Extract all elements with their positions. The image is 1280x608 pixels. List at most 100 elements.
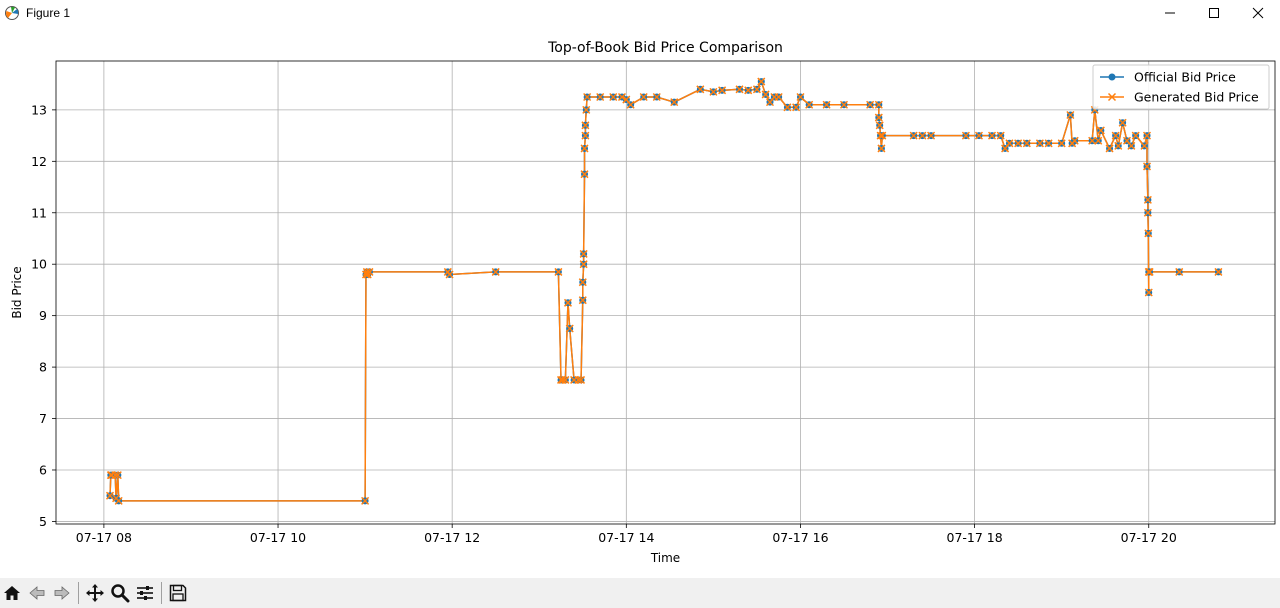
data-point-generated — [718, 86, 727, 95]
data-point-generated — [105, 491, 115, 500]
data-point-generated — [866, 100, 875, 109]
data-point-generated — [581, 121, 590, 130]
data-point-generated — [491, 267, 500, 276]
data-point-generated — [1144, 229, 1153, 238]
data-point-generated — [596, 92, 605, 102]
home-button[interactable] — [0, 581, 24, 605]
x-axis-label: Time — [650, 551, 680, 565]
data-point-generated — [696, 85, 705, 94]
data-point-generated — [561, 375, 570, 384]
data-point-generated — [1035, 139, 1044, 148]
data-point-generated — [1140, 141, 1149, 150]
data-point-generated — [558, 375, 567, 384]
series-lines — [109, 79, 1219, 502]
y-tick-label: 6 — [39, 462, 47, 477]
data-point-generated — [796, 92, 805, 102]
data-point-generated — [974, 131, 983, 140]
forward-icon — [54, 586, 70, 600]
plot-frame — [55, 60, 1276, 525]
data-point-generated — [1111, 131, 1120, 140]
window-titlebar: Figure 1 — [0, 0, 1280, 26]
y-tick-label: 8 — [39, 360, 47, 375]
home-icon — [4, 586, 20, 600]
series-line-official — [109, 79, 1219, 502]
back-icon — [29, 586, 45, 600]
data-point-generated — [563, 298, 573, 307]
data-point-generated — [709, 87, 718, 96]
data-point-generated — [805, 100, 814, 109]
data-point-generated — [554, 267, 563, 276]
maximize-icon — [1209, 8, 1219, 18]
minimize-button[interactable] — [1148, 0, 1192, 26]
data-point-generated — [874, 113, 883, 122]
configure-subplots-button[interactable] — [133, 581, 157, 605]
series-markers — [105, 77, 1223, 505]
matplotlib-app-icon — [4, 5, 20, 21]
data-point-generated — [774, 92, 783, 102]
data-point-generated — [875, 121, 884, 130]
data-point-generated — [581, 131, 590, 140]
data-point-generated — [752, 85, 761, 94]
data-point-generated — [1070, 136, 1079, 145]
data-point-generated — [578, 278, 587, 287]
zoom-button[interactable] — [108, 581, 132, 605]
pan-button[interactable] — [83, 581, 107, 605]
data-point-generated — [1005, 139, 1014, 148]
grid-lines — [56, 61, 1275, 524]
legend-marker-official — [1108, 73, 1116, 81]
x-tick-label: 07-17 14 — [598, 530, 654, 545]
toolbar-separator — [78, 582, 79, 604]
x-axis-ticks: 07-17 08 07-17 10 07-17 12 07-17 14 07-17 16… — [76, 524, 1177, 545]
y-tick-label: 5 — [39, 514, 47, 529]
chart-title: Top-of-Book Bid Price Comparison — [547, 40, 783, 56]
data-point-generated — [876, 131, 885, 140]
configure-subplots-icon — [137, 586, 153, 600]
close-button[interactable] — [1236, 0, 1280, 26]
data-point-generated — [757, 77, 766, 86]
data-point-generated — [1127, 141, 1136, 150]
data-point-generated — [1131, 131, 1140, 140]
back-button[interactable] — [25, 581, 49, 605]
legend-label-generated: Generated Bid Price — [1134, 90, 1259, 105]
pan-icon — [86, 584, 104, 602]
data-point-generated — [735, 85, 744, 94]
figure-canvas[interactable]: 07-17 08 07-17 10 07-17 12 07-17 14 07-17 16… — [0, 26, 1280, 578]
x-tick-label: 07-17 18 — [947, 530, 1003, 545]
y-axis-ticks: 5 6 7 8 9 10 11 12 13 — [31, 102, 56, 529]
data-point-generated — [579, 249, 588, 258]
data-point-generated — [113, 471, 122, 480]
data-point-generated — [1214, 267, 1223, 276]
data-point-generated — [1114, 141, 1123, 150]
chart-legend: Official Bid Price Generated Bid Price — [1092, 64, 1270, 110]
data-point-generated — [1118, 118, 1127, 127]
data-point-generated — [1088, 136, 1097, 145]
data-point-generated — [918, 131, 927, 140]
data-point-generated — [1143, 208, 1152, 217]
save-button[interactable] — [166, 581, 190, 605]
x-tick-label: 07-17 16 — [772, 530, 828, 545]
data-point-generated — [1142, 131, 1152, 140]
data-point-generated — [822, 100, 831, 109]
data-point-generated — [839, 100, 849, 109]
data-point-generated — [617, 92, 626, 102]
data-point-generated — [578, 296, 587, 305]
chart-svg[interactable]: 07-17 08 07-17 10 07-17 12 07-17 14 07-17 16… — [0, 26, 1280, 578]
data-point-generated — [1144, 288, 1153, 297]
data-point-generated — [362, 267, 371, 276]
navigation-toolbar — [0, 578, 1280, 608]
data-point-generated — [1143, 195, 1152, 204]
data-point-generated — [909, 131, 918, 140]
zoom-icon — [111, 584, 130, 603]
toolbar-separator — [161, 582, 162, 604]
data-point-generated — [1044, 139, 1053, 148]
data-point-generated — [783, 103, 792, 112]
series-line-generated — [109, 79, 1219, 502]
forward-button[interactable] — [50, 581, 74, 605]
x-tick-label: 07-17 10 — [250, 530, 306, 545]
maximize-button[interactable] — [1192, 0, 1236, 26]
data-point-generated — [626, 100, 635, 109]
data-point-generated — [1175, 267, 1184, 276]
data-point-generated — [874, 100, 883, 109]
x-tick-label: 07-17 08 — [76, 530, 132, 545]
data-point-generated — [111, 471, 120, 480]
